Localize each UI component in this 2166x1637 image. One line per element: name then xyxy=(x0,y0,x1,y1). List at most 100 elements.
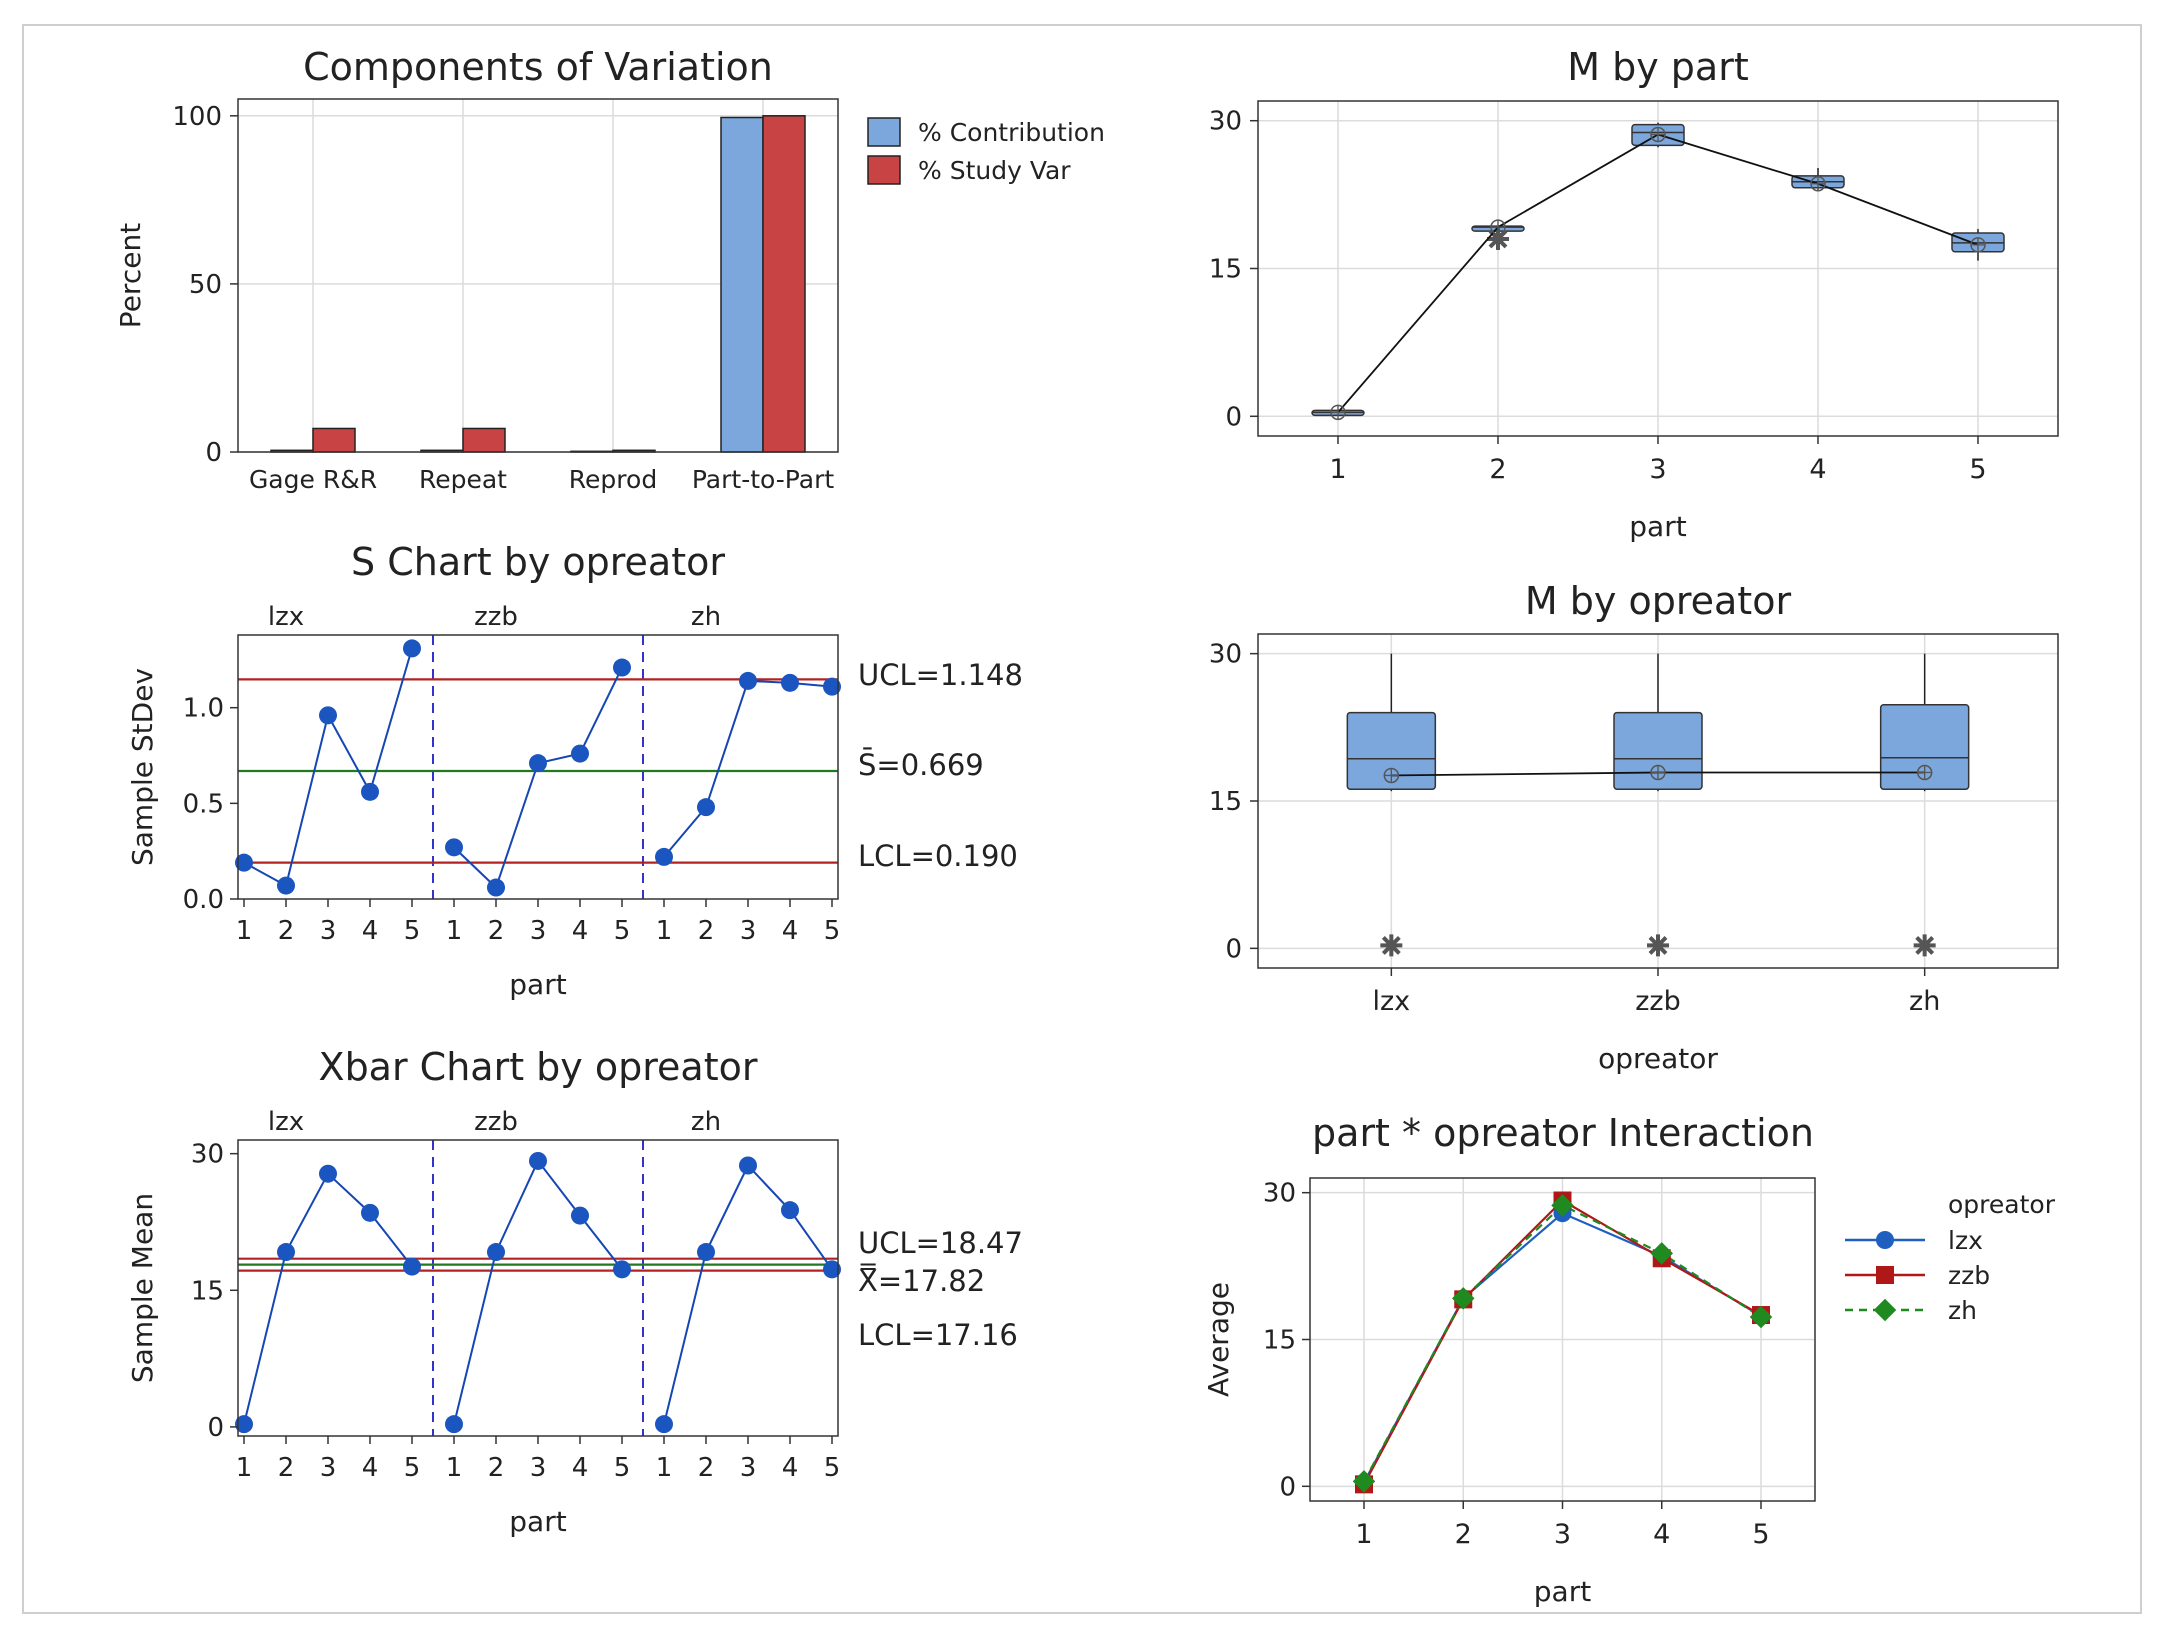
tick-label-x: 1 xyxy=(656,916,673,946)
data-point xyxy=(235,1415,253,1434)
series-line xyxy=(453,1159,623,1425)
data-point xyxy=(571,1206,589,1225)
tick-label-x: 5 xyxy=(614,1453,631,1483)
limit-label: LCL=0.190 xyxy=(858,839,1018,873)
tick-label-x: 3 xyxy=(530,916,547,946)
data-point xyxy=(697,1243,715,1262)
data-point xyxy=(319,706,337,725)
tick-label-x: 4 xyxy=(782,1453,799,1483)
tick-label-x: Repeat xyxy=(419,465,507,494)
tick-label-x: 3 xyxy=(740,1453,757,1483)
group-label: zzb xyxy=(474,1107,518,1137)
series-line xyxy=(243,1172,413,1425)
legend-marker xyxy=(1876,1266,1894,1284)
m-by-part-boxplot: 1 2 3 4 5 0 15 30 M by part part xyxy=(1209,45,2059,543)
series-point-zh xyxy=(1352,1470,1376,1493)
mean-symbol-cross xyxy=(1971,237,1985,252)
plot-border xyxy=(237,1139,839,1437)
tick-label-x: 2 xyxy=(488,1453,505,1483)
tick-label-x: 5 xyxy=(1752,1519,1769,1550)
data-point xyxy=(529,1151,547,1170)
components-of-variation-chart: 0 50 100 Gage R&R Repeat Reprod Part-to-Part Co… xyxy=(114,45,1105,494)
tick-label-x: 2 xyxy=(1489,454,1506,485)
plot-border xyxy=(1257,100,2059,437)
data-point xyxy=(361,782,379,801)
x-axis-label: part xyxy=(509,1505,566,1538)
tick-label-x: 2 xyxy=(278,916,295,946)
x-axis-label: opreator xyxy=(1598,1042,1718,1075)
tick-label-x: 1 xyxy=(236,916,253,946)
plot-border xyxy=(1257,633,2059,969)
data-point xyxy=(361,1203,379,1222)
mean-symbol-cross xyxy=(1491,220,1505,235)
figure-frame xyxy=(22,24,2142,1614)
series-line xyxy=(663,679,833,858)
series-line-zh xyxy=(1363,1204,1762,1482)
data-point xyxy=(487,1243,505,1262)
limit-label: LCL=17.16 xyxy=(858,1318,1018,1352)
data-point xyxy=(319,1164,337,1183)
outlier-marker xyxy=(1647,934,1669,957)
tick-label-x: lzx xyxy=(1373,986,1411,1017)
series-line xyxy=(663,1163,833,1425)
plot-border xyxy=(1309,1177,1816,1502)
tick-label-x: Reprod xyxy=(569,465,657,494)
group-label: lzx xyxy=(268,602,304,632)
mean-symbol-cross xyxy=(1651,765,1665,780)
group-label: zh xyxy=(691,1107,721,1137)
limit-label: S̄=0.669 xyxy=(858,748,984,782)
x-axis-label: part xyxy=(509,968,566,1001)
tick-label-x: 3 xyxy=(1649,454,1666,485)
bar-study-var xyxy=(312,427,356,453)
tick-label-x: 4 xyxy=(1653,1519,1670,1550)
legend-swatch xyxy=(867,155,901,185)
outlier-marker xyxy=(1487,227,1509,250)
data-point xyxy=(823,677,841,696)
data-point xyxy=(823,1260,841,1279)
tick-label-x: 1 xyxy=(1355,1519,1372,1550)
tick-label-x: Gage R&R xyxy=(249,465,377,494)
mean-symbol-cross xyxy=(1384,768,1399,783)
tick-label-y: 15 xyxy=(1209,255,1242,285)
m-by-operator-boxplot: lzx zzb zh 0 15 30 M by opreator opreator xyxy=(1209,579,2059,1075)
tick-label-x: 4 xyxy=(362,1453,379,1483)
box xyxy=(1346,711,1437,790)
chart-title: S Chart by opreator xyxy=(351,540,725,584)
tick-label-x: 5 xyxy=(614,916,631,946)
data-point xyxy=(277,876,295,895)
tick-label-x: 4 xyxy=(1809,454,1826,485)
tick-label-x: 5 xyxy=(824,1453,841,1483)
tick-label-y: 0 xyxy=(1225,934,1242,964)
series-point-zh xyxy=(1749,1305,1773,1329)
tick-label-y: 0 xyxy=(205,438,222,468)
chart-title: M by part xyxy=(1567,45,1748,89)
mean-symbol-cross xyxy=(1811,176,1825,191)
group-label: zh xyxy=(691,602,721,632)
tick-label-x: zzb xyxy=(1635,986,1680,1017)
outlier-marker xyxy=(1380,934,1403,957)
data-point xyxy=(403,1257,421,1276)
y-axis-label: Sample Mean xyxy=(126,1193,159,1383)
tick-label-y: 15 xyxy=(191,1276,224,1306)
tick-label-y: 30 xyxy=(1209,640,1242,670)
y-axis-label: Percent xyxy=(114,223,147,328)
tick-label-x: 3 xyxy=(740,916,757,946)
tick-label-x: 2 xyxy=(278,1453,295,1483)
data-point xyxy=(445,1415,463,1434)
legend-label: zzb xyxy=(1948,1261,1990,1290)
data-point xyxy=(529,754,547,773)
legend-marker xyxy=(1876,1231,1894,1249)
series-line xyxy=(453,667,623,890)
tick-label-x: 5 xyxy=(404,916,421,946)
tick-label-x: 2 xyxy=(1455,1519,1472,1550)
tick-label-x: 2 xyxy=(698,1453,715,1483)
series-point-zh xyxy=(1452,1287,1475,1310)
mean-symbol-cross xyxy=(1651,127,1665,142)
x-axis-label: part xyxy=(1534,1575,1591,1608)
s-chart-panel: lzx zzb zh0.00.51.01 2 3 4 5 1 2 3 4 5 1 2 3 4 5S Chart … xyxy=(126,540,1023,1001)
tick-label-x: 5 xyxy=(404,1453,421,1483)
series-point-zh xyxy=(1650,1242,1673,1265)
legend-swatch xyxy=(867,117,901,147)
legend-label: lzx xyxy=(1948,1226,1983,1255)
tick-label-x: 4 xyxy=(572,916,589,946)
